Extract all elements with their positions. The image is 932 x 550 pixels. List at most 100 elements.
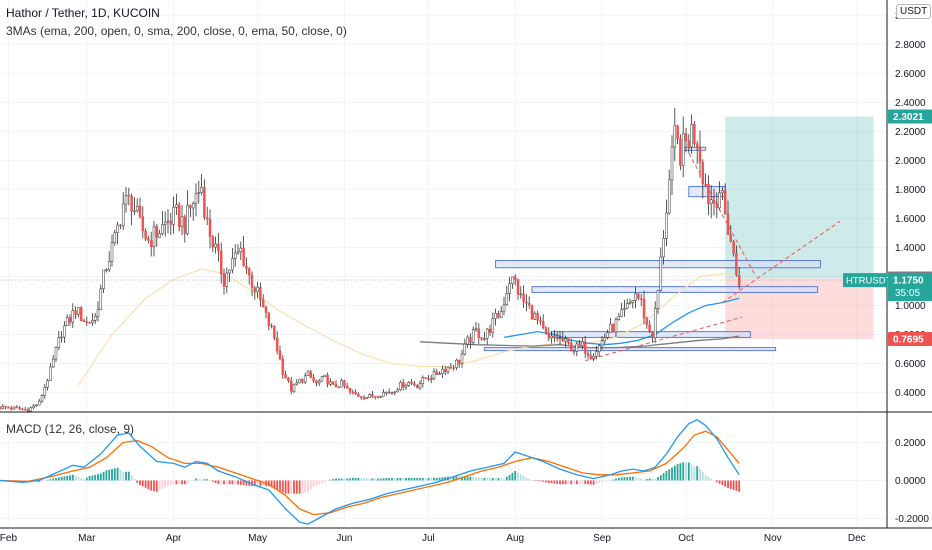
candle-up — [603, 337, 607, 342]
candle-down — [189, 204, 192, 209]
candle-up — [597, 345, 601, 352]
macd-histogram-bar — [396, 477, 399, 481]
candle-up — [116, 224, 119, 234]
candle-down — [351, 391, 355, 394]
symbol-tag — [843, 273, 887, 288]
time-axis-label: Oct — [678, 533, 694, 544]
macd-histogram-bar — [693, 466, 696, 481]
support-resistance-zone — [483, 347, 777, 352]
candle-up — [158, 233, 161, 238]
candle-up — [93, 315, 97, 321]
macd-histogram-bar — [567, 480, 570, 485]
candle-up — [32, 405, 35, 409]
macd-histogram-bar — [542, 480, 545, 482]
candle-down — [138, 205, 142, 217]
macd-histogram-bar — [634, 477, 637, 481]
candle-down — [9, 407, 13, 410]
ma-indicator-legend[interactable]: 3MAs (ema, 200, open, 0, sma, 200, close… — [6, 24, 347, 38]
macd-histogram-bar — [91, 475, 94, 481]
candle-up — [505, 293, 509, 306]
time-axis-label: Mar — [78, 533, 96, 544]
macd-histogram-bar — [514, 470, 517, 481]
candle-up — [438, 373, 441, 376]
candle-down — [480, 337, 483, 340]
macd-histogram-bar — [486, 477, 489, 481]
candle-up — [446, 367, 450, 373]
macd-histogram-bar — [651, 478, 654, 481]
macd-histogram-bar — [581, 480, 584, 484]
macd-indicator-legend[interactable]: MACD (12, 26, close, 9) — [6, 422, 135, 436]
candle-down — [586, 353, 590, 356]
macd-histogram-bar — [197, 479, 200, 481]
macd-histogram-bar — [200, 479, 203, 481]
candle-up — [609, 323, 612, 333]
candle-up — [564, 338, 567, 342]
macd-histogram-bar — [491, 477, 494, 481]
macd-histogram-bar — [575, 480, 578, 485]
time-axis-label: Apr — [166, 533, 182, 544]
candle-down — [530, 304, 534, 320]
macd-histogram-bar — [696, 466, 699, 481]
macd-histogram-bar — [615, 478, 617, 481]
currency-badge[interactable]: USDT — [896, 4, 932, 19]
candle-up — [595, 351, 598, 357]
macd-histogram-bar — [407, 477, 410, 481]
candle-down — [684, 133, 688, 141]
candle-down — [676, 125, 679, 139]
macd-histogram-bar — [315, 480, 318, 486]
macd-histogram-bar — [340, 478, 343, 481]
macd-histogram-bar — [183, 480, 186, 485]
macd-histogram-bar — [206, 479, 209, 481]
candle-down — [516, 279, 520, 295]
candle-down — [343, 380, 346, 387]
macd-histogram-bar — [430, 477, 433, 481]
macd-histogram-bar — [609, 480, 612, 481]
candle-up — [133, 210, 136, 213]
macd-histogram-bar — [665, 470, 668, 481]
candle-down — [15, 406, 19, 409]
candle-down — [74, 310, 77, 315]
candle-up — [368, 394, 371, 398]
candle-down — [732, 241, 735, 254]
macd-histogram-bar — [108, 469, 111, 481]
macd-histogram-bar — [640, 479, 643, 481]
macd-axis-label: 0.0000 — [895, 476, 926, 487]
candle-up — [533, 313, 537, 320]
candle-down — [275, 337, 279, 352]
macd-histogram-bar — [606, 480, 609, 482]
macd-histogram-bar — [211, 480, 214, 482]
candle-down — [147, 238, 150, 241]
macd-histogram-bar — [413, 477, 416, 481]
candle-down — [698, 148, 702, 163]
candle-up — [466, 336, 469, 345]
candle-down — [648, 324, 651, 332]
macd-histogram-bar — [379, 478, 382, 481]
macd-histogram-bar — [511, 472, 514, 481]
candle-down — [217, 243, 220, 252]
macd-histogram-bar — [385, 477, 388, 481]
macd-line — [0, 419, 740, 525]
candle-down — [497, 313, 500, 318]
candle-up — [295, 382, 299, 385]
candle-down — [373, 396, 377, 398]
macd-histogram-bar — [637, 478, 640, 481]
candle-up — [634, 293, 637, 301]
macd-histogram-bar — [144, 480, 147, 488]
candle-down — [337, 386, 341, 389]
macd-histogram-bar — [539, 480, 542, 482]
symbol-title[interactable]: Hathor / Tether, 1D, KUCOIN — [6, 6, 160, 20]
macd-histogram-bar — [307, 480, 309, 493]
macd-histogram-bar — [497, 477, 500, 481]
candle-up — [379, 396, 383, 398]
candle-down — [208, 218, 212, 237]
candle-down — [0, 406, 2, 409]
candle-up — [186, 204, 189, 234]
candle-up — [197, 192, 201, 194]
macd-histogram-bar — [687, 462, 690, 481]
candle-up — [65, 317, 69, 326]
macd-histogram-bar — [46, 479, 49, 481]
time-axis-label: Jun — [336, 533, 352, 544]
trendline — [688, 152, 757, 277]
candle-up — [575, 343, 579, 352]
